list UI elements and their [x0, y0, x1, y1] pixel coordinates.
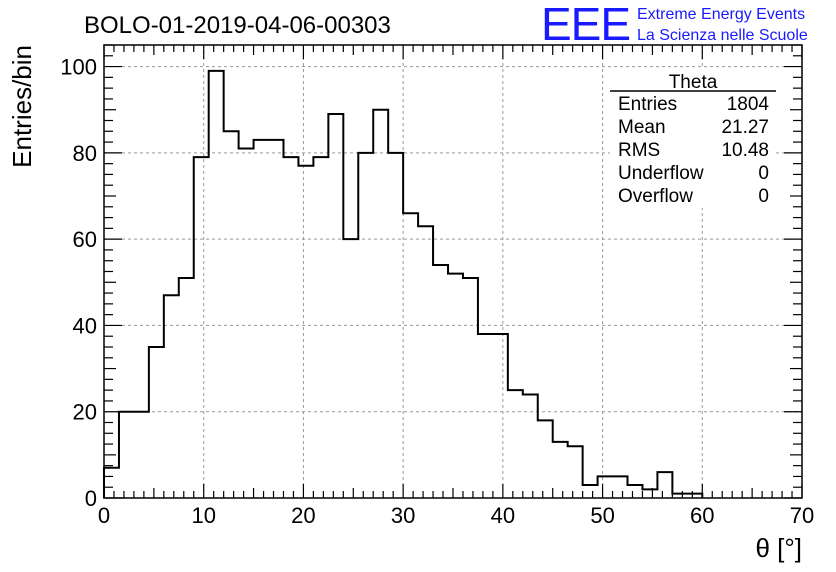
- stats-label-rms: RMS: [618, 140, 660, 161]
- grid-lines: [104, 45, 802, 498]
- stats-value-overflow: 0: [758, 186, 769, 207]
- logo-line-2: La Scienza nelle Scuole: [637, 27, 808, 44]
- x-axis-title: θ [°]: [755, 533, 802, 563]
- logo-line-1: Extreme Energy Events: [637, 6, 805, 23]
- axis-ticks: [103, 44, 803, 499]
- y-tick-label: 100: [60, 55, 97, 80]
- x-tick-label: 70: [790, 503, 814, 528]
- y-tick-label: 80: [73, 141, 97, 166]
- stats-value-underflow: 0: [758, 163, 769, 184]
- y-tick-label: 60: [73, 227, 97, 252]
- chart-title: BOLO-01-2019-04-06-00303: [84, 12, 391, 39]
- y-tick-label: 0: [85, 486, 97, 511]
- stats-label-entries: Entries: [618, 94, 677, 115]
- histogram-outline: [103, 69, 704, 498]
- stats-value-entries: 1804: [727, 94, 770, 115]
- x-tick-label: 30: [391, 503, 415, 528]
- stats-box: Theta Entries 1804 Mean 21.27 RMS 10.48 …: [610, 68, 776, 208]
- x-tick-label: 10: [191, 503, 215, 528]
- stats-box-title: Theta: [669, 72, 718, 93]
- stats-label-underflow: Underflow: [618, 163, 704, 184]
- logo-mark: EEE: [541, 0, 630, 50]
- x-tick-label: 20: [291, 503, 315, 528]
- y-tick-labels: 0 20 40 60 80 100: [60, 55, 97, 511]
- y-tick-label: 40: [73, 313, 97, 338]
- stats-value-rms: 10.48: [721, 140, 769, 161]
- x-tick-label: 60: [690, 503, 714, 528]
- y-tick-label: 20: [73, 400, 97, 425]
- y-axis-title: Entries/bin: [7, 45, 37, 168]
- x-tick-labels: 0 10 20 30 40 50 60 70: [98, 503, 814, 528]
- stats-label-overflow: Overflow: [618, 186, 693, 207]
- x-tick-label: 0: [98, 503, 110, 528]
- stats-value-mean: 21.27: [721, 117, 769, 138]
- x-tick-label: 50: [590, 503, 614, 528]
- eee-logo: EEE Extreme Energy Events La Scienza nel…: [541, 0, 808, 50]
- x-tick-label: 40: [491, 503, 515, 528]
- stats-label-mean: Mean: [618, 117, 666, 138]
